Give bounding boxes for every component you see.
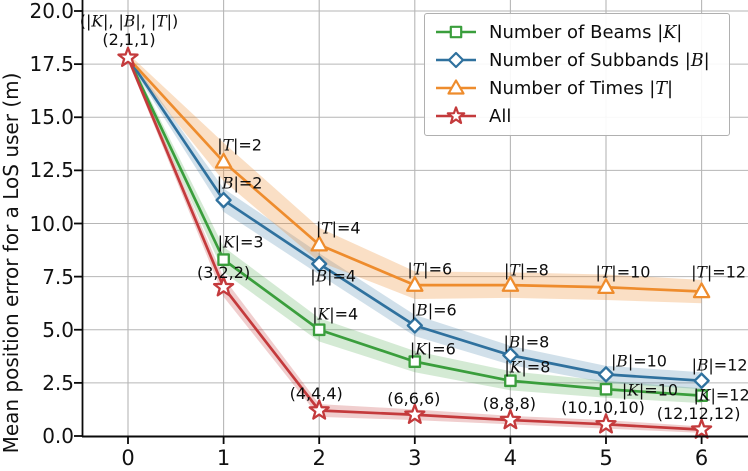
data-point-label: |B|=12 [691,355,748,375]
star-marker [690,418,713,439]
x-tick-label: 4 [503,446,518,470]
legend: Number of Beams |K| Number of Subbands |B… [424,13,730,136]
diamond-marker [311,255,328,273]
legend-item: Number of Beams |K| [433,18,721,46]
square-marker [312,323,326,337]
data-point-label: |T|=2 [217,135,262,155]
y-tick-label: 15.0 [29,105,74,130]
data-point-label: |K|=8 [504,357,551,377]
data-point-label: (12,12,12) [656,403,741,423]
legend-item-label: Number of Times |T| [489,77,674,99]
triangle-legend-icon [436,79,476,95]
legend-item-label: Number of Beams |K| [489,21,683,43]
y-tick-label: 17.5 [29,52,74,77]
diamond-marker [502,347,519,364]
diamond-marker [215,191,232,209]
y-axis-label: Mean position error for a LoS user (m) [0,72,23,454]
triangle-marker [310,235,328,252]
data-point-label: |T|=10 [595,262,651,282]
legend-item: Number of Times |T| [433,74,721,102]
diamond-legend-icon [436,51,476,69]
data-point-label: |T|=6 [407,259,453,279]
data-point-label: (8,8,8) [482,394,536,414]
star-marker [212,276,235,297]
legend-item: All [433,102,721,130]
data-point-label: (3,2,2) [196,263,251,283]
square-marker [217,253,230,266]
x-tick-label: 0 [121,446,135,470]
data-point-label: |B|=2 [216,173,263,193]
data-point-label: |K|=12 [693,385,748,405]
triangle-marker [214,152,233,169]
square-marker [408,355,422,368]
star-marker [308,399,330,420]
square-marker [599,382,613,396]
y-tick-label: 7.5 [42,264,74,289]
y-tick-label: 12.5 [29,158,74,183]
star-marker [595,413,617,434]
legend-item-label: All [489,105,512,127]
data-point-label: |K|=4 [312,304,359,324]
legend-item: Number of Subbands |B| [433,46,721,74]
triangle-marker [597,278,615,294]
data-point-label: |B|=10 [611,352,667,372]
data-point-label: (10,10,10) [561,398,645,418]
square-legend-icon [436,25,476,39]
annotation-text: (|K|, |B|, |T|) [79,11,179,31]
star-marker [404,403,426,424]
x-tick-label: 1 [216,446,231,470]
triangle-marker [406,275,424,292]
data-point-label: |K|=10 [621,380,679,400]
x-tick-label: 2 [312,446,326,470]
y-tick-label: 10.0 [29,211,74,236]
star-legend-icon [436,106,476,125]
data-point-label: |K|=3 [217,232,264,252]
data-point-label: |B|=8 [503,332,550,352]
diamond-marker [597,366,615,383]
triangle-marker [692,282,711,299]
star-marker [117,46,139,67]
legend-item-label: Number of Subbands |B| [489,49,710,71]
data-point-label: |K|=6 [409,339,456,359]
square-marker [695,389,708,402]
data-point-label: |B|=4 [310,266,357,286]
x-tick-label: 3 [408,446,422,470]
data-point-label: |T|=4 [315,218,361,238]
diamond-marker [693,372,710,389]
x-tick-label: 5 [599,446,613,470]
annotation-text: (2,1,1) [102,30,156,49]
y-tick-label: 20.0 [29,0,74,23]
triangle-marker [501,275,520,292]
data-point-label: (6,6,6) [387,388,441,408]
y-tick-label: 5.0 [42,317,74,342]
star-marker [499,408,522,430]
diamond-marker [406,317,423,334]
data-point-label: |B|=6 [410,300,457,320]
y-tick-label: 0.0 [42,424,74,448]
data-point-label: |T|=8 [504,260,549,280]
square-marker [504,374,517,388]
y-tick-label: 2.5 [42,370,74,395]
data-point-label: (4,4,4) [289,383,343,403]
data-point-label: |T|=12 [691,262,747,282]
x-tick-label: 6 [694,446,709,470]
